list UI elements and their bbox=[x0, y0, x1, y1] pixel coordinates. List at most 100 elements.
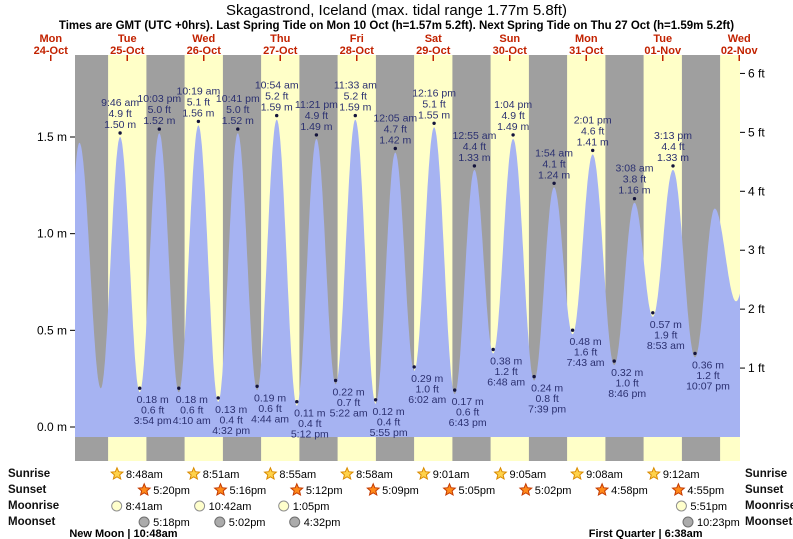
moonset-time: 5:02pm bbox=[229, 517, 266, 529]
moonrise-moon-icon bbox=[675, 500, 687, 512]
low-tide-m: 0.38 m bbox=[490, 356, 522, 368]
sunset-time: 5:02pm bbox=[535, 485, 572, 497]
day-label-weekday: Thu bbox=[270, 33, 290, 45]
tide-area bbox=[75, 119, 740, 437]
right-axis-tick-label: 4 ft bbox=[748, 184, 765, 198]
sunrise-time: 8:58am bbox=[356, 469, 393, 481]
tide-marker-dot bbox=[314, 133, 319, 137]
tide-marker-dot bbox=[570, 328, 575, 332]
high-tide-ft: 4.6 ft bbox=[581, 125, 604, 137]
chart-title: Skagastrond, Iceland (max. tidal range 1… bbox=[225, 2, 567, 19]
right-axis-tick-label: 2 ft bbox=[748, 302, 765, 316]
tide-marker-dot bbox=[333, 378, 338, 383]
day-label-weekday: Sat bbox=[425, 33, 442, 45]
day-label-weekday: Wed bbox=[728, 33, 751, 45]
moonset-moon-icon bbox=[682, 516, 694, 528]
tide-marker-dot bbox=[511, 133, 515, 137]
row-label-sunset-left: Sunset bbox=[8, 484, 47, 496]
low-tide-m: 0.22 m bbox=[333, 386, 365, 398]
moonset-time: 5:18pm bbox=[153, 517, 190, 529]
low-tide-ft: 0.6 ft bbox=[258, 403, 281, 415]
tide-marker-dot bbox=[612, 359, 616, 363]
low-tide-ft: 0.6 ft bbox=[456, 407, 479, 419]
high-tide-time: 12:55 am bbox=[453, 130, 497, 142]
right-axis-tick-label: 1 ft bbox=[748, 361, 765, 375]
low-tide-ft: 1.0 ft bbox=[416, 383, 439, 395]
tide-marker-dot bbox=[177, 386, 181, 390]
tide-marker-dot bbox=[353, 113, 357, 118]
right-axis-tick-label: 3 ft bbox=[748, 243, 765, 257]
left-axis-tick-label: 0.0 m bbox=[37, 420, 67, 434]
sunrise-time: 9:01am bbox=[433, 469, 470, 481]
day-label-date: 02-Nov bbox=[721, 45, 759, 57]
day-label-date: 25-Oct bbox=[110, 45, 145, 57]
moon-phase-note: New Moon | 10:48am bbox=[69, 528, 177, 539]
high-tide-time: 3:08 am bbox=[616, 163, 654, 175]
high-tide-time: 10:03 pm bbox=[137, 93, 181, 105]
sunset-time: 5:16pm bbox=[230, 485, 267, 497]
low-tide-time: 5:12 pm bbox=[291, 429, 329, 441]
day-label-date: 26-Oct bbox=[187, 45, 222, 57]
tide-marker-dot bbox=[432, 121, 436, 126]
low-tide-ft: 0.4 ft bbox=[298, 418, 321, 430]
high-tide-ft: 5.0 ft bbox=[148, 104, 171, 116]
chart-subtitle: Times are GMT (UTC +0hrs). Last Spring T… bbox=[58, 20, 735, 32]
row-label-moonrise-right: Moonrise bbox=[745, 500, 793, 512]
high-tide-ft: 5.1 ft bbox=[187, 96, 210, 108]
low-tide-time: 8:53 am bbox=[647, 340, 685, 352]
tide-marker-dot bbox=[275, 113, 279, 118]
moonrise-moon-icon bbox=[278, 500, 290, 512]
sunset-star-icon bbox=[213, 482, 228, 497]
low-tide-time: 10:07 pm bbox=[686, 380, 730, 392]
tide-marker-dot bbox=[295, 400, 299, 404]
sunrise-time: 9:05am bbox=[509, 469, 546, 481]
low-tide-ft: 1.9 ft bbox=[654, 329, 677, 341]
high-tide-m: 1.59 m bbox=[339, 102, 371, 114]
tide-marker-dot bbox=[118, 131, 122, 135]
sunset-time: 4:58pm bbox=[611, 485, 648, 497]
tide-marker-dot bbox=[532, 374, 536, 379]
sunrise-star-icon bbox=[646, 466, 661, 481]
low-tide-ft: 0.4 ft bbox=[377, 416, 400, 428]
moonrise-time: 10:42am bbox=[209, 501, 252, 513]
row-label-sunset-right: Sunset bbox=[745, 484, 784, 496]
sunrise-star-icon bbox=[569, 466, 585, 481]
sunrise-star-icon bbox=[109, 466, 125, 481]
tide-marker-dot bbox=[236, 127, 240, 131]
high-tide-time: 10:54 am bbox=[255, 80, 299, 92]
sunrise-star-icon bbox=[263, 466, 278, 481]
high-tide-m: 1.56 m bbox=[182, 107, 214, 119]
low-tide-m: 0.29 m bbox=[411, 373, 443, 385]
sunset-star-icon bbox=[442, 482, 457, 497]
high-tide-m: 1.41 m bbox=[577, 136, 609, 148]
high-tide-m: 1.24 m bbox=[538, 169, 570, 181]
low-tide-m: 0.48 m bbox=[570, 336, 602, 348]
high-tide-ft: 4.7 ft bbox=[384, 123, 407, 135]
right-axis-tick-label: 5 ft bbox=[748, 125, 765, 139]
row-label-sunrise-right: Sunrise bbox=[745, 468, 788, 480]
tide-marker-dot bbox=[157, 127, 161, 131]
high-tide-m: 1.42 m bbox=[379, 134, 411, 146]
low-tide-m: 0.12 m bbox=[373, 406, 405, 418]
high-tide-ft: 4.4 ft bbox=[463, 141, 486, 153]
moonrise-moon-icon bbox=[194, 500, 206, 512]
left-axis-tick-label: 1.5 m bbox=[37, 130, 67, 144]
row-label-moonset-right: Moonset bbox=[745, 516, 793, 528]
moonrise-time: 1:05pm bbox=[293, 501, 330, 513]
high-tide-ft: 5.2 ft bbox=[265, 91, 288, 103]
high-tide-time: 9:46 am bbox=[101, 97, 139, 109]
low-tide-m: 0.18 m bbox=[137, 394, 169, 406]
high-tide-time: 10:41 pm bbox=[216, 93, 260, 105]
high-tide-ft: 5.1 ft bbox=[422, 98, 445, 110]
low-tide-m: 0.11 m bbox=[294, 408, 326, 420]
high-tide-time: 1:54 am bbox=[535, 147, 573, 159]
high-tide-ft: 5.2 ft bbox=[344, 91, 367, 103]
low-tide-ft: 1.2 ft bbox=[494, 366, 517, 378]
high-tide-m: 1.52 m bbox=[222, 115, 254, 127]
sunrise-time: 8:51am bbox=[203, 469, 240, 481]
high-tide-ft: 4.9 ft bbox=[108, 108, 131, 120]
sunset-star-icon bbox=[289, 482, 304, 497]
row-label-moonrise-left: Moonrise bbox=[8, 500, 60, 512]
